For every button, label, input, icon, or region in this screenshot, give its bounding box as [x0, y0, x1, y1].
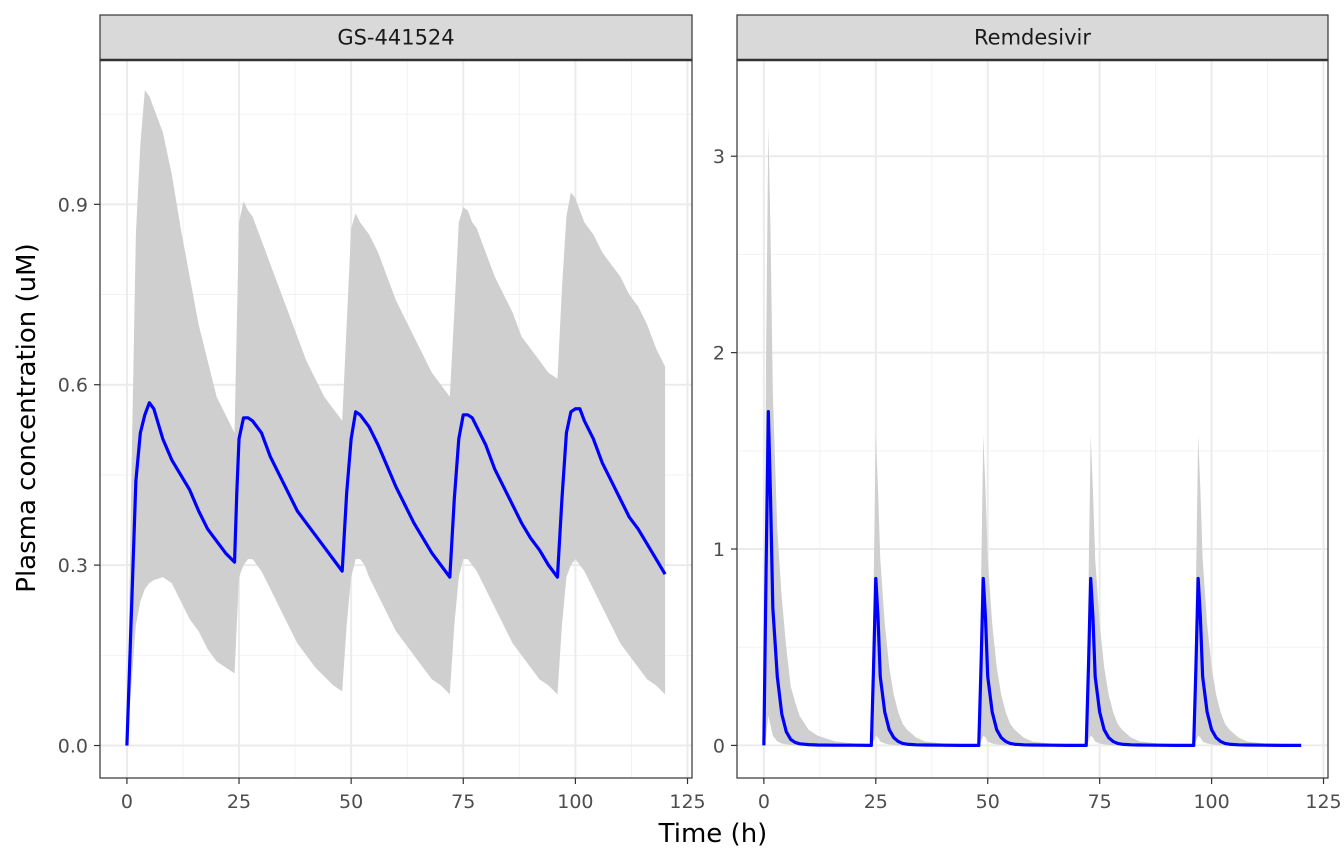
strip-background — [99, 14, 693, 61]
y-axis-ticks: 0 1 2 3 — [713, 146, 737, 757]
median-line — [125, 401, 667, 746]
x-axis-ticks: 0 25 50 75 100 125 — [121, 778, 706, 813]
panel-gs-441524: GS-441524 0 25 50 75 100 125 0.0 0.3 0.6 0.9 — [58, 14, 706, 813]
confidence-ribbon — [126, 90, 666, 746]
x-tick-label: 25 — [864, 791, 888, 813]
median-line — [762, 409, 1302, 747]
panel-title: Remdesivir — [974, 26, 1091, 50]
y-tick-label: 1 — [713, 539, 725, 561]
x-axis-ticks: 0 25 50 75 100 125 — [758, 778, 1342, 813]
x-tick-label: 100 — [557, 791, 593, 813]
panel-background — [737, 60, 1328, 778]
x-tick-label: 125 — [669, 791, 705, 813]
x-tick-label: 0 — [121, 791, 133, 813]
strip-background — [736, 14, 1329, 61]
y-tick-label: 0.3 — [58, 555, 88, 577]
y-tick-label: 0 — [713, 735, 725, 757]
y-tick-label: 2 — [713, 343, 725, 365]
y-tick-label: 0.9 — [58, 194, 88, 216]
x-tick-label: 125 — [1305, 791, 1341, 813]
y-tick-label: 3 — [713, 146, 725, 168]
y-tick-label: 0.0 — [58, 736, 88, 758]
x-tick-label: 75 — [1088, 791, 1112, 813]
x-tick-label: 0 — [758, 791, 770, 813]
x-axis-title: Time (h) — [658, 819, 768, 849]
x-tick-label: 100 — [1193, 791, 1229, 813]
panel-title: GS-441524 — [337, 26, 454, 50]
x-tick-label: 25 — [227, 791, 251, 813]
y-axis-title: Plasma concentration (uM) — [12, 243, 42, 592]
x-tick-label: 50 — [976, 791, 1000, 813]
x-tick-label: 50 — [339, 791, 363, 813]
panel-remdesivir: Remdesivir 0 25 50 75 100 125 0 1 2 3 — [713, 14, 1342, 813]
y-axis-ticks: 0.0 0.3 0.6 0.9 — [58, 194, 100, 758]
x-tick-label: 75 — [451, 791, 475, 813]
y-tick-label: 0.6 — [58, 375, 88, 397]
